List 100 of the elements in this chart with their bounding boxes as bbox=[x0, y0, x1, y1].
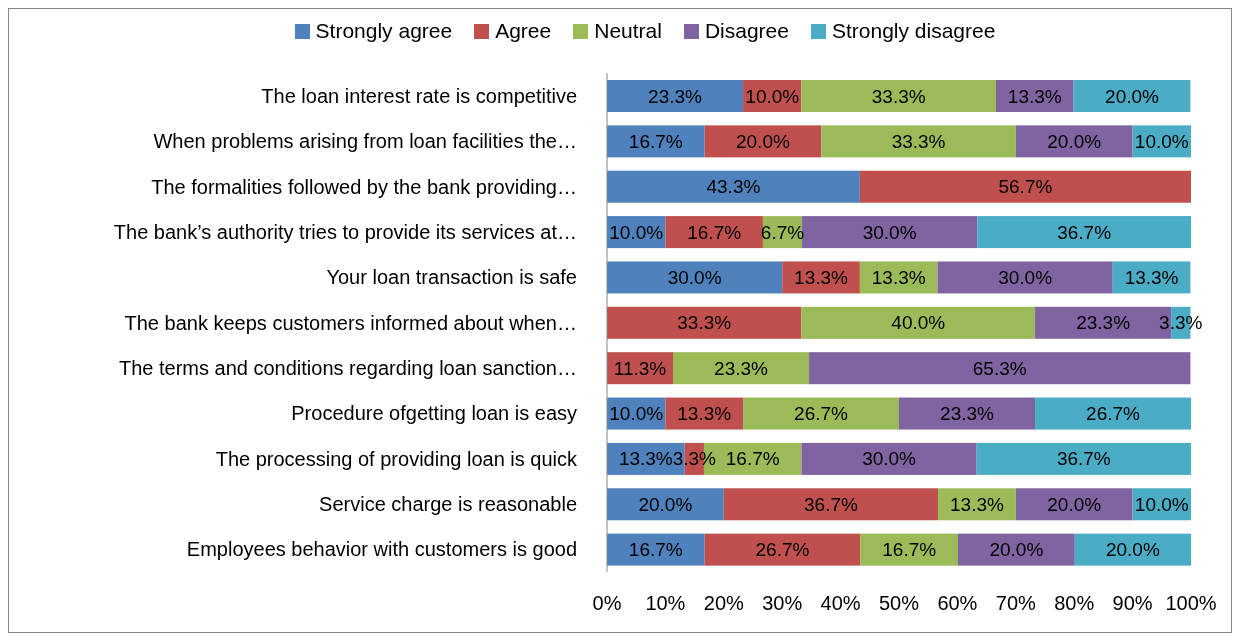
data-label: 13.3% bbox=[618, 448, 673, 470]
data-label: 36.7% bbox=[1056, 448, 1111, 470]
data-label: 23.3% bbox=[648, 85, 703, 107]
x-tick-label: 50% bbox=[878, 592, 920, 615]
data-label: 10.0% bbox=[1134, 493, 1189, 515]
data-label: 26.7% bbox=[755, 539, 810, 561]
data-label: 20.0% bbox=[1105, 539, 1160, 561]
bar bbox=[607, 170, 860, 203]
bar bbox=[1073, 80, 1191, 112]
data-label: 10.0% bbox=[609, 221, 664, 243]
x-tick-label: 40% bbox=[820, 592, 861, 615]
data-label: 20.0% bbox=[1047, 493, 1102, 515]
bar bbox=[801, 80, 996, 112]
data-label: 30.0% bbox=[862, 448, 917, 470]
x-tick-label: 100% bbox=[1165, 592, 1217, 615]
y-tick-label: Procedure ofgetting loan is easy bbox=[291, 402, 577, 425]
bar bbox=[977, 216, 1191, 249]
x-tick-label: 30% bbox=[762, 592, 803, 615]
data-label: 10.0% bbox=[609, 403, 664, 425]
data-label: 26.7% bbox=[1086, 403, 1141, 425]
bar bbox=[976, 442, 1191, 475]
data-label: 43.3% bbox=[706, 176, 761, 198]
bar bbox=[899, 397, 1036, 430]
data-label: 20.0% bbox=[1047, 130, 1102, 152]
bar bbox=[860, 533, 958, 566]
data-label: 20.0% bbox=[1105, 85, 1160, 107]
data-label: 16.7% bbox=[687, 221, 742, 243]
data-label: 13.3% bbox=[950, 493, 1005, 515]
data-label: 13.3% bbox=[794, 266, 849, 288]
bar bbox=[859, 170, 1191, 203]
y-tick-label: Employees behavior with customers is good bbox=[186, 538, 577, 561]
bar bbox=[704, 533, 861, 566]
bar bbox=[723, 488, 939, 521]
legend-label: Neutral bbox=[593, 19, 662, 43]
data-label: 56.7% bbox=[998, 176, 1053, 198]
y-tick-label: The loan interest rate is competitive bbox=[261, 84, 577, 107]
data-label: 16.7% bbox=[725, 448, 780, 470]
data-label: 30.0% bbox=[998, 266, 1053, 288]
bar bbox=[809, 352, 1191, 385]
data-label: 26.7% bbox=[794, 403, 849, 425]
data-label: 13.3% bbox=[677, 403, 732, 425]
data-label: 33.3% bbox=[891, 130, 946, 152]
data-label: 20.0% bbox=[735, 130, 790, 152]
bar bbox=[704, 125, 822, 158]
x-tick-label: 20% bbox=[703, 592, 745, 615]
data-label: 30.0% bbox=[862, 221, 917, 243]
data-label: 16.7% bbox=[628, 539, 683, 561]
legend-label: Agree bbox=[494, 19, 552, 43]
bar bbox=[1035, 397, 1191, 430]
bar bbox=[607, 306, 802, 339]
legend-label: Strongly agree bbox=[314, 19, 453, 43]
bar bbox=[1015, 125, 1133, 158]
data-label: 33.3% bbox=[677, 312, 732, 334]
x-tick-label: 0% bbox=[592, 592, 622, 615]
data-label: 20.0% bbox=[638, 493, 693, 515]
legend-label: Strongly disagree bbox=[830, 19, 996, 43]
data-label: 23.3% bbox=[1076, 312, 1131, 334]
bar bbox=[801, 442, 977, 475]
y-tick-label: Service charge is reasonable bbox=[319, 493, 577, 516]
y-tick-label: Your loan transaction is safe bbox=[326, 266, 577, 289]
bar bbox=[607, 488, 724, 521]
bar bbox=[672, 352, 810, 385]
data-label: 13.3% bbox=[871, 266, 926, 288]
y-tick-label: The bank keeps customers informed about when… bbox=[124, 311, 577, 334]
data-label: 16.7% bbox=[882, 539, 937, 561]
y-tick-label: The processing of providing loan is quick bbox=[215, 447, 578, 470]
y-tick-label: When problems arising from loan facilities the… bbox=[153, 130, 577, 153]
data-label: 36.7% bbox=[804, 493, 859, 515]
x-tick-label: 80% bbox=[1054, 592, 1095, 615]
bar bbox=[801, 306, 1036, 339]
x-tick-label: 10% bbox=[645, 592, 686, 615]
x-tick-label: 60% bbox=[937, 592, 978, 615]
x-tick-label: 70% bbox=[995, 592, 1037, 615]
bar bbox=[937, 261, 1113, 294]
y-tick-label: The terms and conditions regarding loan sanction… bbox=[118, 356, 577, 379]
bar bbox=[743, 397, 899, 430]
data-label: 30.0% bbox=[667, 266, 722, 288]
data-label: 65.3% bbox=[972, 357, 1027, 379]
bar bbox=[1015, 488, 1133, 521]
bar bbox=[802, 216, 978, 249]
bar bbox=[957, 533, 1075, 566]
data-label: 36.7% bbox=[1057, 221, 1112, 243]
bar bbox=[665, 216, 763, 249]
data-label: 33.3% bbox=[871, 85, 926, 107]
data-label: 13.3% bbox=[1124, 266, 1179, 288]
bar bbox=[607, 261, 783, 294]
bar bbox=[607, 80, 744, 112]
data-label: 16.7% bbox=[628, 130, 683, 152]
x-tick-label: 90% bbox=[1112, 592, 1153, 615]
data-label: 13.3% bbox=[1007, 85, 1062, 107]
y-tick-label: The bank’s authority tries to provide its services at… bbox=[113, 220, 577, 243]
bar bbox=[1074, 533, 1191, 566]
data-label: 23.3% bbox=[940, 403, 995, 425]
data-label: 20.0% bbox=[989, 539, 1044, 561]
data-label: 23.3% bbox=[714, 357, 769, 379]
data-label: 10.0% bbox=[745, 85, 800, 107]
data-label: 40.0% bbox=[891, 312, 946, 334]
bar bbox=[821, 125, 1016, 158]
data-label: 10.0% bbox=[1134, 130, 1189, 152]
y-tick-label: The formalities followed by the bank providing… bbox=[151, 175, 577, 198]
